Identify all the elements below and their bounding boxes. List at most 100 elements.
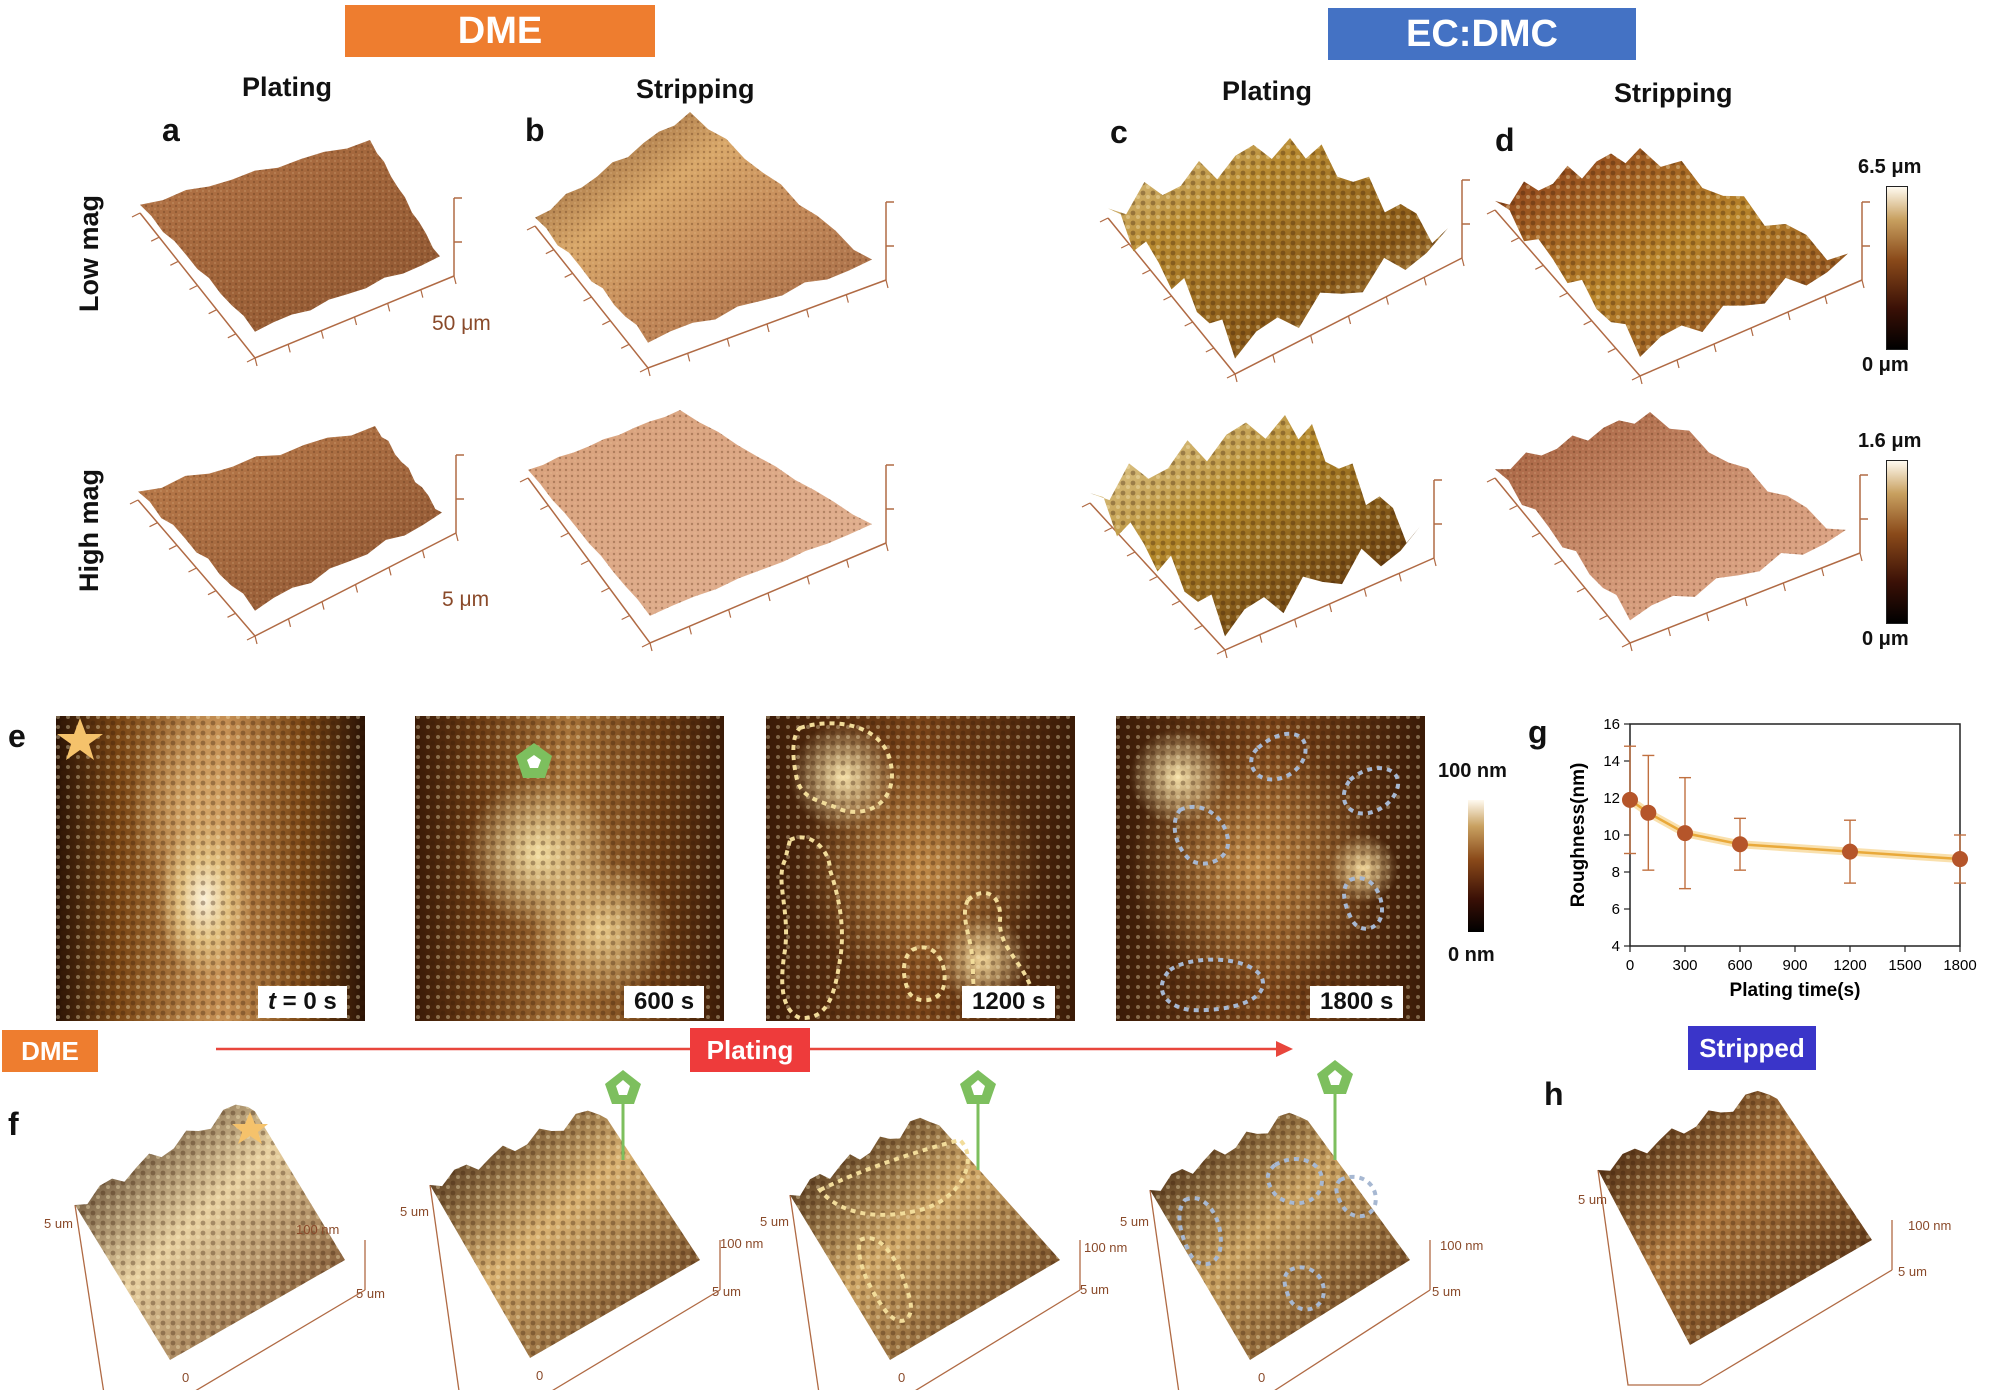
roughness-chart: 4 6 8 10 12 14 16 0 300 600 900 1200 1500 1800 Plating…: [1568, 716, 1977, 1001]
surface-f-1800s: [1149, 1060, 1431, 1390]
f3-side-label: 5 um: [760, 1214, 789, 1229]
panel-label-e: e: [8, 718, 26, 754]
f3-zero-label: 0: [898, 1370, 906, 1385]
scale-label-high: 5 μm: [442, 588, 490, 611]
time-label-t0: t = 0 s: [258, 986, 347, 1018]
y-axis-label: Roughness(nm): [1568, 763, 1589, 908]
colorbar-high-max: 1.6 μm: [1858, 430, 1922, 452]
pentagon-marker-icon: [605, 1070, 641, 1104]
f3-z-label: 100 nm: [720, 1236, 764, 1251]
h-side-label-2: 5 um: [1898, 1264, 1927, 1279]
f4-z-label: 100 nm: [1440, 1238, 1484, 1253]
x-tick-label: 900: [1782, 957, 1807, 974]
y-tick-label: 10: [1603, 827, 1620, 844]
f4-zero-label: 0: [1258, 1370, 1266, 1385]
afm-image-1800s: [1116, 716, 1425, 1021]
scale-label-low: 50 μm: [432, 312, 491, 335]
surface-a-high: [129, 426, 464, 645]
f2-side-label-2: 5 um: [1080, 1282, 1109, 1297]
cluster-outline: [1265, 1157, 1324, 1206]
f2-zero-label: 0: [536, 1368, 544, 1383]
panel-label-d: d: [1495, 122, 1515, 158]
h-z-label: 100 nm: [1908, 1218, 1952, 1233]
colorbar-low-max: 6.5 μm: [1858, 156, 1922, 178]
colorbar-high: [1886, 460, 1908, 624]
surface-d-low: [1486, 148, 1870, 385]
panel-label-a: a: [162, 112, 180, 148]
y-tick-label: 6: [1612, 901, 1620, 918]
f3-side-label-2: 5 um: [712, 1284, 741, 1299]
col-head-ecdmc-stripping: Stripping: [1614, 78, 1733, 108]
x-tick-label: 1200: [1833, 957, 1866, 974]
f2-side-label: 5 um: [400, 1204, 429, 1219]
surface-b-high: [519, 410, 894, 652]
data-point: [1622, 791, 1638, 808]
plating-tag: Plating: [690, 1028, 810, 1072]
colorbar-low-min: 0 μm: [1862, 354, 1909, 376]
panel-label-f: f: [8, 1106, 19, 1142]
ecdmc-banner: EC:DMC: [1328, 8, 1636, 60]
y-tick-label: 14: [1603, 753, 1620, 770]
surface-a-low: [131, 140, 462, 367]
surface-c-low: [1099, 138, 1470, 383]
star-marker-icon: [232, 1112, 268, 1144]
time-label-600s: 600 s: [624, 986, 705, 1018]
y-tick-label: 8: [1612, 864, 1620, 881]
cluster-outline: [816, 1137, 970, 1217]
f4-side-label: 5 um: [1120, 1214, 1149, 1229]
f2-z-label: 100 nm: [1084, 1240, 1128, 1255]
col-head-dme-plating: Plating: [242, 72, 333, 102]
surface-b-low: [526, 112, 894, 377]
data-point: [1732, 836, 1748, 853]
dme-banner: DME: [345, 5, 655, 57]
afm-3d-surfaces: [129, 112, 1870, 659]
afm-image-1200s: [766, 716, 1075, 1021]
surface-f-1200s: [789, 1070, 1081, 1390]
x-tick-label: 1500: [1888, 957, 1921, 974]
panel-label-h: h: [1544, 1076, 1564, 1112]
time-label-1200s: 1200 s: [962, 986, 1056, 1018]
dme-tag: DME: [2, 1030, 98, 1072]
h-side-label: 5 um: [1578, 1192, 1607, 1207]
x-tick-label: 1800: [1943, 957, 1976, 974]
panel-label-b: b: [525, 112, 545, 148]
surface-h-stripped: [1597, 1090, 1893, 1386]
pentagon-marker-icon: [1317, 1060, 1353, 1094]
panel-label-c: c: [1110, 114, 1128, 150]
arrow-head-icon: [1276, 1041, 1293, 1057]
x-tick-label: 0: [1626, 957, 1634, 974]
y-tick-label: 12: [1603, 790, 1620, 807]
f1-z-label: 100 nm: [296, 1222, 340, 1237]
stripped-tag: Stripped: [1688, 1026, 1816, 1070]
surface-f-600s: [429, 1070, 721, 1390]
afm-image-t0: [56, 716, 365, 1021]
cluster-outline: [1282, 1265, 1326, 1312]
f4-side-label-2: 5 um: [1432, 1284, 1461, 1299]
surface-d-high: [1486, 412, 1868, 652]
f1-side-label-2: 5 um: [356, 1286, 385, 1301]
colorbar-high-min: 0 μm: [1862, 628, 1909, 650]
cluster-outline: [1177, 1196, 1223, 1267]
f1-zero-label: 0: [182, 1370, 190, 1385]
data-point: [1640, 804, 1657, 821]
f1-side-label: 5 um: [44, 1216, 73, 1231]
colorbar-low: [1886, 186, 1908, 350]
data-point: [1842, 843, 1858, 860]
cluster-outline: [857, 1236, 913, 1323]
surface-f-0s: [74, 1104, 366, 1390]
col-head-dme-stripping: Stripping: [636, 74, 755, 104]
data-point: [1677, 825, 1693, 842]
colorbar-e: [1468, 800, 1484, 932]
x-tick-label: 300: [1672, 957, 1697, 974]
pentagon-marker-icon: [960, 1070, 996, 1104]
colorbar-e-min: 0 nm: [1448, 944, 1495, 966]
panel-label-g: g: [1528, 714, 1548, 750]
time-label-1800s: 1800 s: [1310, 986, 1404, 1018]
surface-c-high: [1081, 415, 1442, 659]
x-axis-label: Plating time(s): [1730, 980, 1861, 1001]
data-point: [1952, 851, 1968, 868]
y-tick-label: 4: [1612, 938, 1620, 955]
cluster-outline: [1334, 1174, 1378, 1219]
y-tick-label: 16: [1603, 716, 1620, 733]
x-tick-label: 600: [1727, 957, 1752, 974]
